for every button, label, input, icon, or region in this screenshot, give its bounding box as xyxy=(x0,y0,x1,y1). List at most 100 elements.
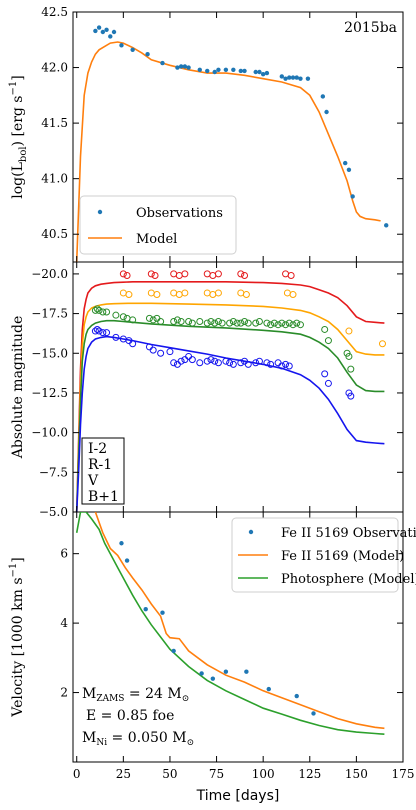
panel-1-legend: Observations Model xyxy=(79,195,237,255)
param-mni: MNi = 0.050 M⊙ xyxy=(82,730,194,748)
observation-point xyxy=(343,160,348,166)
observation-point xyxy=(182,64,188,69)
band-legend-box xyxy=(81,437,125,505)
band-observation-point xyxy=(157,349,165,357)
panel-3-xlabel: Time [days] xyxy=(196,788,280,804)
band-observation-point xyxy=(347,365,355,373)
band-observation-point xyxy=(170,318,178,326)
band-observation-point xyxy=(181,289,189,297)
band-observation-point xyxy=(185,318,193,326)
band-observation-point xyxy=(347,392,355,400)
velocity-observation-point xyxy=(244,669,249,674)
observation-point xyxy=(238,68,243,74)
velocity-observation-point xyxy=(160,610,165,615)
band-observation-point xyxy=(289,291,297,299)
panel-2-ylabel: Absolute magnitude xyxy=(10,316,26,460)
panel-3-legend: Fe II 5169 Observations Fe II 5169 (Mode… xyxy=(231,517,416,593)
band-observation-point xyxy=(177,357,185,365)
band-observation-point xyxy=(95,327,103,335)
panel-3-ylabel: Velocity [1000 km s−1] xyxy=(8,557,26,717)
x-tick-label: 125 xyxy=(298,767,321,781)
band-label-v: V xyxy=(87,473,99,489)
observation-point xyxy=(119,43,124,48)
legend-marker-fe-obs xyxy=(248,529,254,535)
x-tick-label: 50 xyxy=(162,767,177,781)
band-observation-point xyxy=(226,319,234,327)
x-tick-label: 25 xyxy=(116,767,131,781)
velocity-observation-point xyxy=(294,693,299,699)
band-observation-point xyxy=(129,316,137,324)
observation-point xyxy=(287,75,292,80)
observation-point xyxy=(130,47,135,52)
band-observation-point xyxy=(241,318,249,326)
band-observation-point xyxy=(285,319,293,327)
observation-point xyxy=(346,167,352,172)
band-label-r: R-1 xyxy=(88,457,112,473)
observation-point xyxy=(178,64,184,69)
y-tick-label: 42.0 xyxy=(41,61,68,75)
band-observation-point xyxy=(181,356,189,364)
y-tick-label: 2 xyxy=(60,686,68,700)
band-observation-point xyxy=(175,291,183,299)
velocity-observation-point xyxy=(223,669,229,674)
velocity-observation-point xyxy=(199,671,204,676)
x-tick-label: 100 xyxy=(252,767,275,781)
y-tick-label: 41.5 xyxy=(41,116,68,130)
band-observation-point xyxy=(282,360,290,368)
observation-point xyxy=(384,223,389,228)
band-observation-point xyxy=(229,318,237,326)
band-observation-point xyxy=(170,270,178,278)
band-observation-point xyxy=(196,318,204,326)
observation-point xyxy=(212,69,217,75)
band-observation-point xyxy=(157,318,165,326)
band-observation-point xyxy=(214,359,222,367)
observation-point xyxy=(294,75,299,80)
band-observation-point xyxy=(119,270,127,278)
observation-point xyxy=(111,29,117,35)
y-tick-label: −20.0 xyxy=(31,267,68,281)
velocity-observation-point xyxy=(210,676,216,681)
y-tick-label: 40.5 xyxy=(41,227,68,241)
observation-point xyxy=(231,67,236,72)
legend-label-photosphere: Photosphere (Model) xyxy=(281,572,416,587)
panel-3-series xyxy=(75,512,385,735)
band-observation-point xyxy=(283,289,291,297)
x-tick-label: 150 xyxy=(345,767,368,781)
band-observation-point xyxy=(145,314,153,322)
observation-point xyxy=(290,75,296,80)
band-observation-point xyxy=(207,356,215,364)
band-observation-point xyxy=(270,319,278,327)
y-tick-label: 42.5 xyxy=(41,5,68,19)
band-observation-point xyxy=(188,319,196,327)
velocity-model-line xyxy=(94,512,385,730)
band-observation-point xyxy=(196,359,204,367)
band-observation-point xyxy=(91,306,99,314)
band-observation-point xyxy=(252,359,260,367)
band-observation-point xyxy=(278,319,286,327)
velocity-observation-point xyxy=(171,648,176,654)
band-observation-point xyxy=(123,271,131,279)
band-observation-point xyxy=(237,289,245,297)
band-observation-point xyxy=(278,362,286,370)
band-model-line xyxy=(75,319,385,512)
band-observation-point xyxy=(345,327,353,335)
observation-point xyxy=(205,68,210,74)
band-observation-point xyxy=(244,360,252,368)
y-tick-label: −10.0 xyxy=(31,426,68,440)
band-observation-point xyxy=(274,321,282,329)
band-observation-point xyxy=(289,321,297,329)
band-observation-point xyxy=(203,289,211,297)
legend-box xyxy=(79,195,237,255)
observation-point xyxy=(96,25,102,30)
band-observation-point xyxy=(91,327,99,335)
band-model-line xyxy=(75,335,385,512)
band-observation-point xyxy=(287,271,295,279)
observation-point xyxy=(160,60,165,66)
band-observation-point xyxy=(203,270,211,278)
observation-point xyxy=(298,76,303,81)
plot-layer xyxy=(75,25,389,735)
observation-point xyxy=(283,76,288,81)
observation-point xyxy=(242,68,247,74)
observation-point xyxy=(253,69,258,75)
band-observation-point xyxy=(147,289,155,297)
